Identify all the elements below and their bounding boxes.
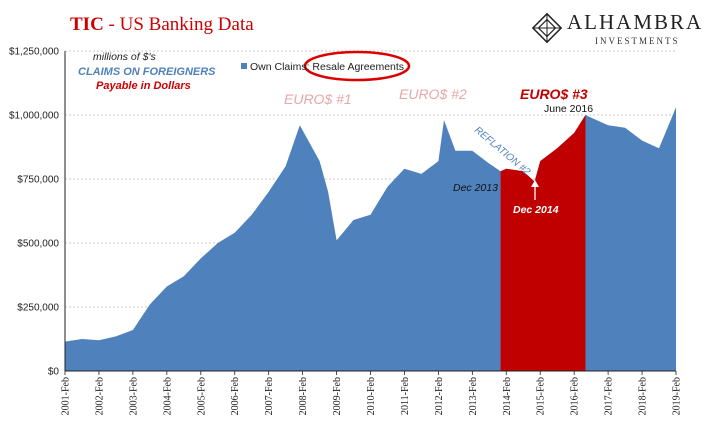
brand-name: ALHAMBRA (567, 10, 704, 34)
units-note: millions of $'s (93, 51, 156, 63)
y-tick-label: $1,000,000 (9, 111, 59, 122)
legend-label: Own Claims: Resale Agreements (250, 61, 405, 73)
claims-note: CLAIMS ON FOREIGNERS (78, 66, 216, 78)
x-tick-label: 2001-Feb (61, 377, 72, 415)
x-tick-label: 2011-Feb (400, 377, 411, 415)
x-tick-label: 2005-Feb (196, 377, 207, 415)
title-strong: TIC (70, 14, 104, 35)
alhambra-logo-icon (531, 12, 563, 44)
y-tick-label: $250,000 (17, 303, 59, 314)
y-tick-label: $0 (48, 367, 60, 378)
x-tick-label: 2016-Feb (570, 377, 581, 415)
page-title: TIC - US Banking Data (70, 14, 254, 36)
brand-logo: ALHAMBRA INVESTMENTS (525, 8, 701, 52)
x-tick-label: 2017-Feb (604, 377, 615, 415)
y-tick-label: $750,000 (17, 175, 59, 186)
brand-sub: INVESTMENTS (595, 36, 680, 46)
x-tick-label: 2013-Feb (468, 377, 479, 415)
x-tick-label: 2003-Feb (128, 377, 139, 415)
annotation-dec-2013: Dec 2013 (453, 182, 498, 194)
annotation-euro1: EURO$ #1 (284, 91, 352, 107)
annotation-euro2: EURO$ #2 (399, 86, 467, 102)
x-tick-label: 2008-Feb (298, 377, 309, 415)
annotation-june-2016: June 2016 (544, 103, 593, 115)
highlight-area (500, 115, 586, 371)
title-rest: - US Banking Data (103, 14, 254, 35)
annotation-dec-2014: Dec 2014 (513, 204, 559, 216)
x-tick-label: 2012-Feb (434, 377, 445, 415)
x-tick-label: 2002-Feb (94, 377, 105, 415)
x-tick-label: 2010-Feb (366, 377, 377, 415)
legend-swatch (241, 63, 247, 69)
x-tick-label: 2007-Feb (264, 377, 275, 415)
annotation-euro3: EURO$ #3 (520, 86, 588, 102)
x-tick-label: 2009-Feb (332, 377, 343, 415)
legend-highlight-ellipse (303, 50, 411, 82)
x-tick-label: 2004-Feb (162, 377, 173, 415)
x-tick-label: 2019-Feb (672, 377, 683, 415)
legend: Own Claims: Resale Agreements (241, 61, 404, 73)
payable-note: Payable in Dollars (96, 80, 191, 92)
x-tick-label: 2015-Feb (536, 377, 547, 415)
x-tick-label: 2014-Feb (502, 377, 513, 415)
y-tick-label: $1,250,000 (9, 47, 59, 58)
x-tick-label: 2006-Feb (230, 377, 241, 415)
annotation-arrowhead (531, 180, 539, 187)
y-tick-label: $500,000 (17, 239, 59, 250)
x-tick-label: 2018-Feb (638, 377, 649, 415)
